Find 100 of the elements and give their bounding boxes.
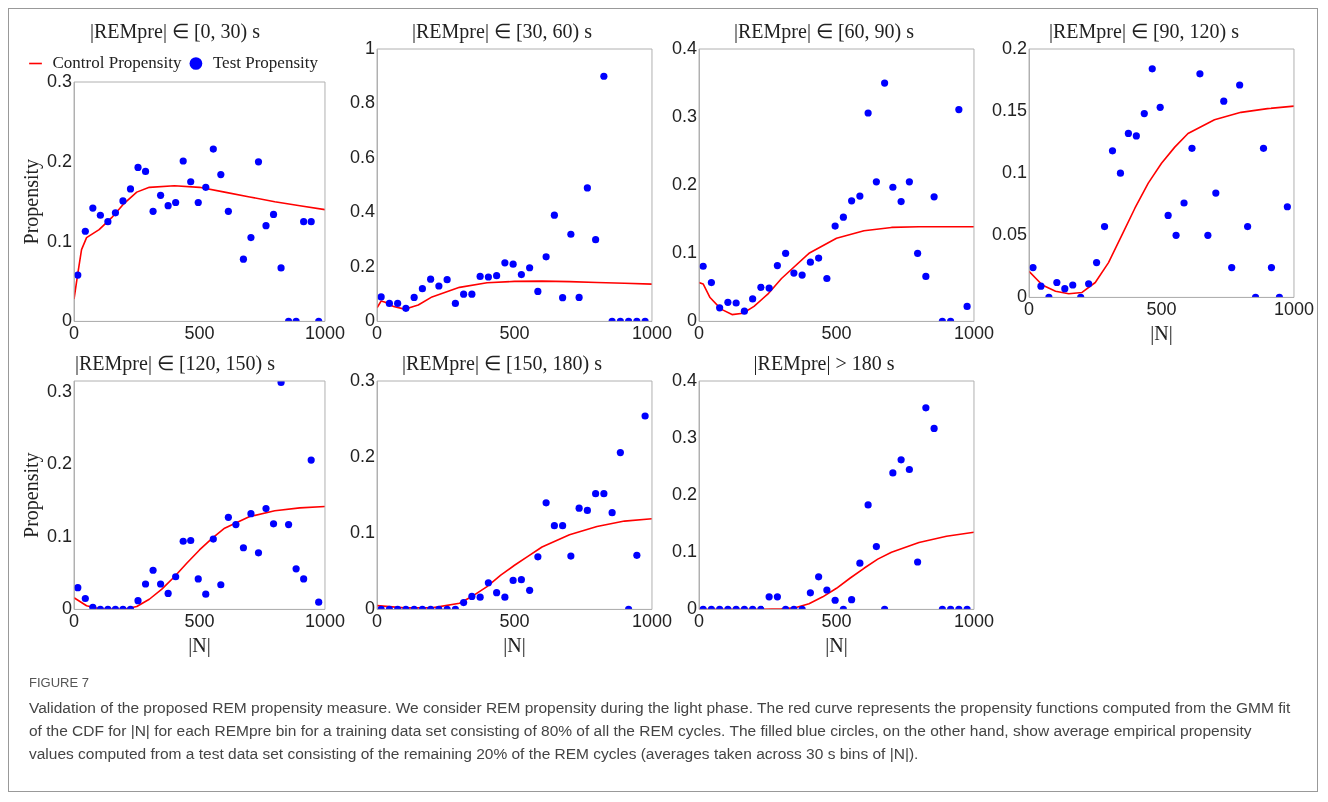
point — [707, 278, 715, 287]
point — [963, 302, 971, 311]
y-tick-label: 0.15 — [991, 100, 1028, 121]
point — [394, 299, 402, 308]
point — [897, 456, 905, 464]
y-tick-label: 0.8 — [349, 92, 376, 113]
x-tick-label: 500 — [184, 611, 215, 632]
point — [542, 499, 550, 507]
point — [1196, 70, 1204, 78]
point — [848, 197, 856, 205]
point — [307, 218, 315, 226]
point — [254, 158, 263, 166]
point — [1188, 144, 1196, 152]
chart-title: |REMpre| > 180 s — [753, 352, 895, 376]
point — [460, 290, 468, 298]
point — [315, 598, 323, 606]
x-axis-title: |N| — [1150, 322, 1173, 346]
point — [402, 304, 410, 312]
point — [119, 197, 127, 205]
point — [600, 490, 608, 498]
point — [823, 586, 831, 594]
point — [410, 293, 418, 302]
point — [187, 536, 195, 545]
point — [468, 592, 476, 601]
x-axis-title: |N| — [188, 634, 211, 658]
point — [451, 299, 459, 308]
x-axis-title: |N| — [825, 634, 848, 658]
point — [592, 490, 600, 498]
caption: FIGURE 7 — [29, 674, 90, 692]
point — [509, 260, 517, 268]
point — [1236, 81, 1244, 89]
chart-title: |REMpre| ∈ [150, 180) s — [402, 352, 603, 376]
point — [1259, 144, 1268, 152]
point — [839, 213, 847, 221]
point — [699, 262, 707, 270]
x-tick-label: 1000 — [304, 611, 345, 632]
point — [1140, 109, 1148, 118]
point — [239, 255, 248, 263]
y-tick-label: 0.1 — [1002, 162, 1028, 183]
x-tick-label: 500 — [1146, 299, 1177, 320]
point — [790, 269, 798, 277]
point — [905, 465, 913, 474]
point — [262, 222, 270, 230]
chart-title: |REMpre| ∈ [30, 60) s — [412, 20, 593, 44]
point — [930, 193, 938, 201]
point — [1069, 281, 1077, 289]
point — [616, 448, 624, 457]
point — [765, 284, 773, 292]
point — [864, 109, 872, 117]
point — [1156, 103, 1164, 111]
legend-label: Control Propensity — [52, 52, 182, 72]
point — [74, 584, 82, 592]
point — [856, 192, 864, 200]
point — [1124, 129, 1132, 138]
point — [526, 586, 534, 594]
point — [922, 272, 930, 281]
point — [493, 589, 501, 597]
point — [534, 287, 542, 296]
point — [269, 520, 278, 528]
point — [914, 558, 922, 566]
point — [300, 575, 308, 583]
point — [157, 191, 165, 199]
y-tick-label: 0.1 — [349, 522, 376, 543]
point — [141, 167, 150, 175]
point — [194, 198, 202, 207]
y-tick-label: 0.4 — [349, 201, 376, 222]
point — [550, 211, 558, 219]
x-tick-label: 1000 — [1273, 299, 1314, 320]
point — [247, 234, 255, 242]
point — [1037, 282, 1045, 290]
point — [633, 551, 641, 559]
point — [476, 593, 484, 601]
point — [224, 207, 232, 215]
point — [740, 307, 748, 315]
point — [575, 293, 583, 302]
point — [1283, 203, 1291, 211]
point — [542, 253, 550, 261]
point — [141, 580, 150, 588]
x-axis-title: |N| — [503, 634, 526, 658]
point — [757, 283, 765, 291]
point — [1148, 65, 1156, 73]
point — [460, 598, 468, 607]
point — [187, 178, 195, 186]
point — [262, 505, 270, 513]
y-tick-label: 0.2 — [1002, 37, 1028, 58]
point — [583, 184, 591, 192]
point — [96, 211, 104, 219]
point — [848, 596, 856, 604]
point — [567, 230, 575, 238]
point — [89, 204, 97, 212]
point — [905, 178, 913, 186]
y-tick-label: 0.2 — [349, 446, 376, 467]
point — [641, 412, 649, 420]
point — [194, 575, 202, 583]
point — [955, 106, 963, 114]
point — [600, 72, 608, 80]
point — [232, 520, 240, 529]
point — [782, 249, 790, 257]
point — [126, 185, 135, 193]
point — [104, 218, 112, 226]
